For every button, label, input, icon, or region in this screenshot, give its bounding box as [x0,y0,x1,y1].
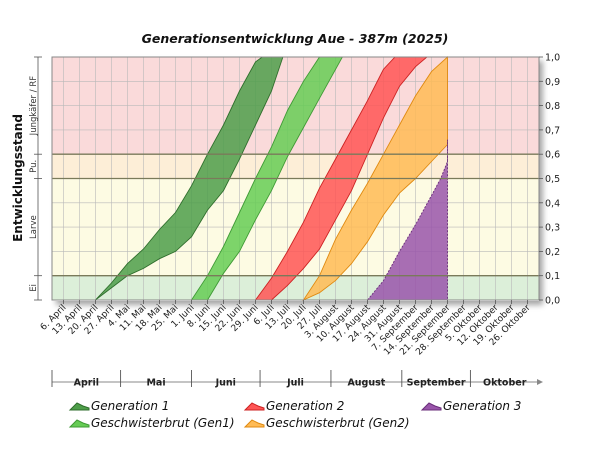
stage-label: Pu. [29,160,39,173]
legend-label: Geschwisterbrut (Gen1) [91,416,235,430]
stage-label: Ei [29,284,39,292]
month-axis: April Mai Juni Juli August September Oktober [51,370,543,389]
y-tick-label: 0,7 [545,125,560,136]
series-area-4 [366,139,448,301]
legend-swatch [243,402,265,411]
stage-band-0 [52,275,539,300]
y-tick-label: 0,9 [545,77,560,88]
stage-label: Jungkäfer / RF [29,76,39,137]
y-tick-label: 0,6 [545,150,560,161]
legend-label: Generation 3 [443,399,521,413]
legend-label: Generation 2 [266,399,344,413]
month-label: August [347,378,385,389]
y-axis: 0,0 0,1 0,2 0,3 0,4 0,5 0,6 0,7 0,8 0,9 1,0 [539,53,560,307]
y-tick-label: 1,0 [545,53,560,64]
month-label: Oktober [483,378,527,389]
y-tick-label: 0,0 [545,296,560,307]
month-axis-arrow [537,379,543,385]
legend-swatch [68,419,90,428]
y-tick-label: 0,2 [545,247,560,258]
stage-axis: Ei Larve Pu. Jungkäfer / RF [29,56,42,301]
legend-swatch [243,419,265,428]
legend-swatch [420,402,442,411]
chart-title: Generationsentwicklung Aue - 387m (2025) [142,31,449,46]
legend-label: Geschwisterbrut (Gen2) [266,416,410,430]
stage-label: Larve [29,215,39,239]
y-tick-label: 0,4 [545,198,560,209]
y-tick-label: 0,8 [545,101,560,112]
month-label: April [74,378,99,389]
month-label: Mai [146,378,165,389]
legend-swatch [68,402,90,411]
legend: Generation 1 Generation 2 Generation 3 Gesc… [68,399,521,430]
y-tick-label: 0,5 [545,174,560,185]
y-axis-label: Entwicklungsstand [11,114,25,242]
month-label: September [407,378,466,389]
month-label: Juni [215,378,236,389]
y-tick-label: 0,1 [545,271,560,282]
plot-frame [51,56,540,301]
legend-label: Generation 1 [91,399,169,413]
month-label: Juli [286,378,304,389]
y-tick-label: 0,3 [545,223,560,234]
stage-band-2 [52,154,539,179]
